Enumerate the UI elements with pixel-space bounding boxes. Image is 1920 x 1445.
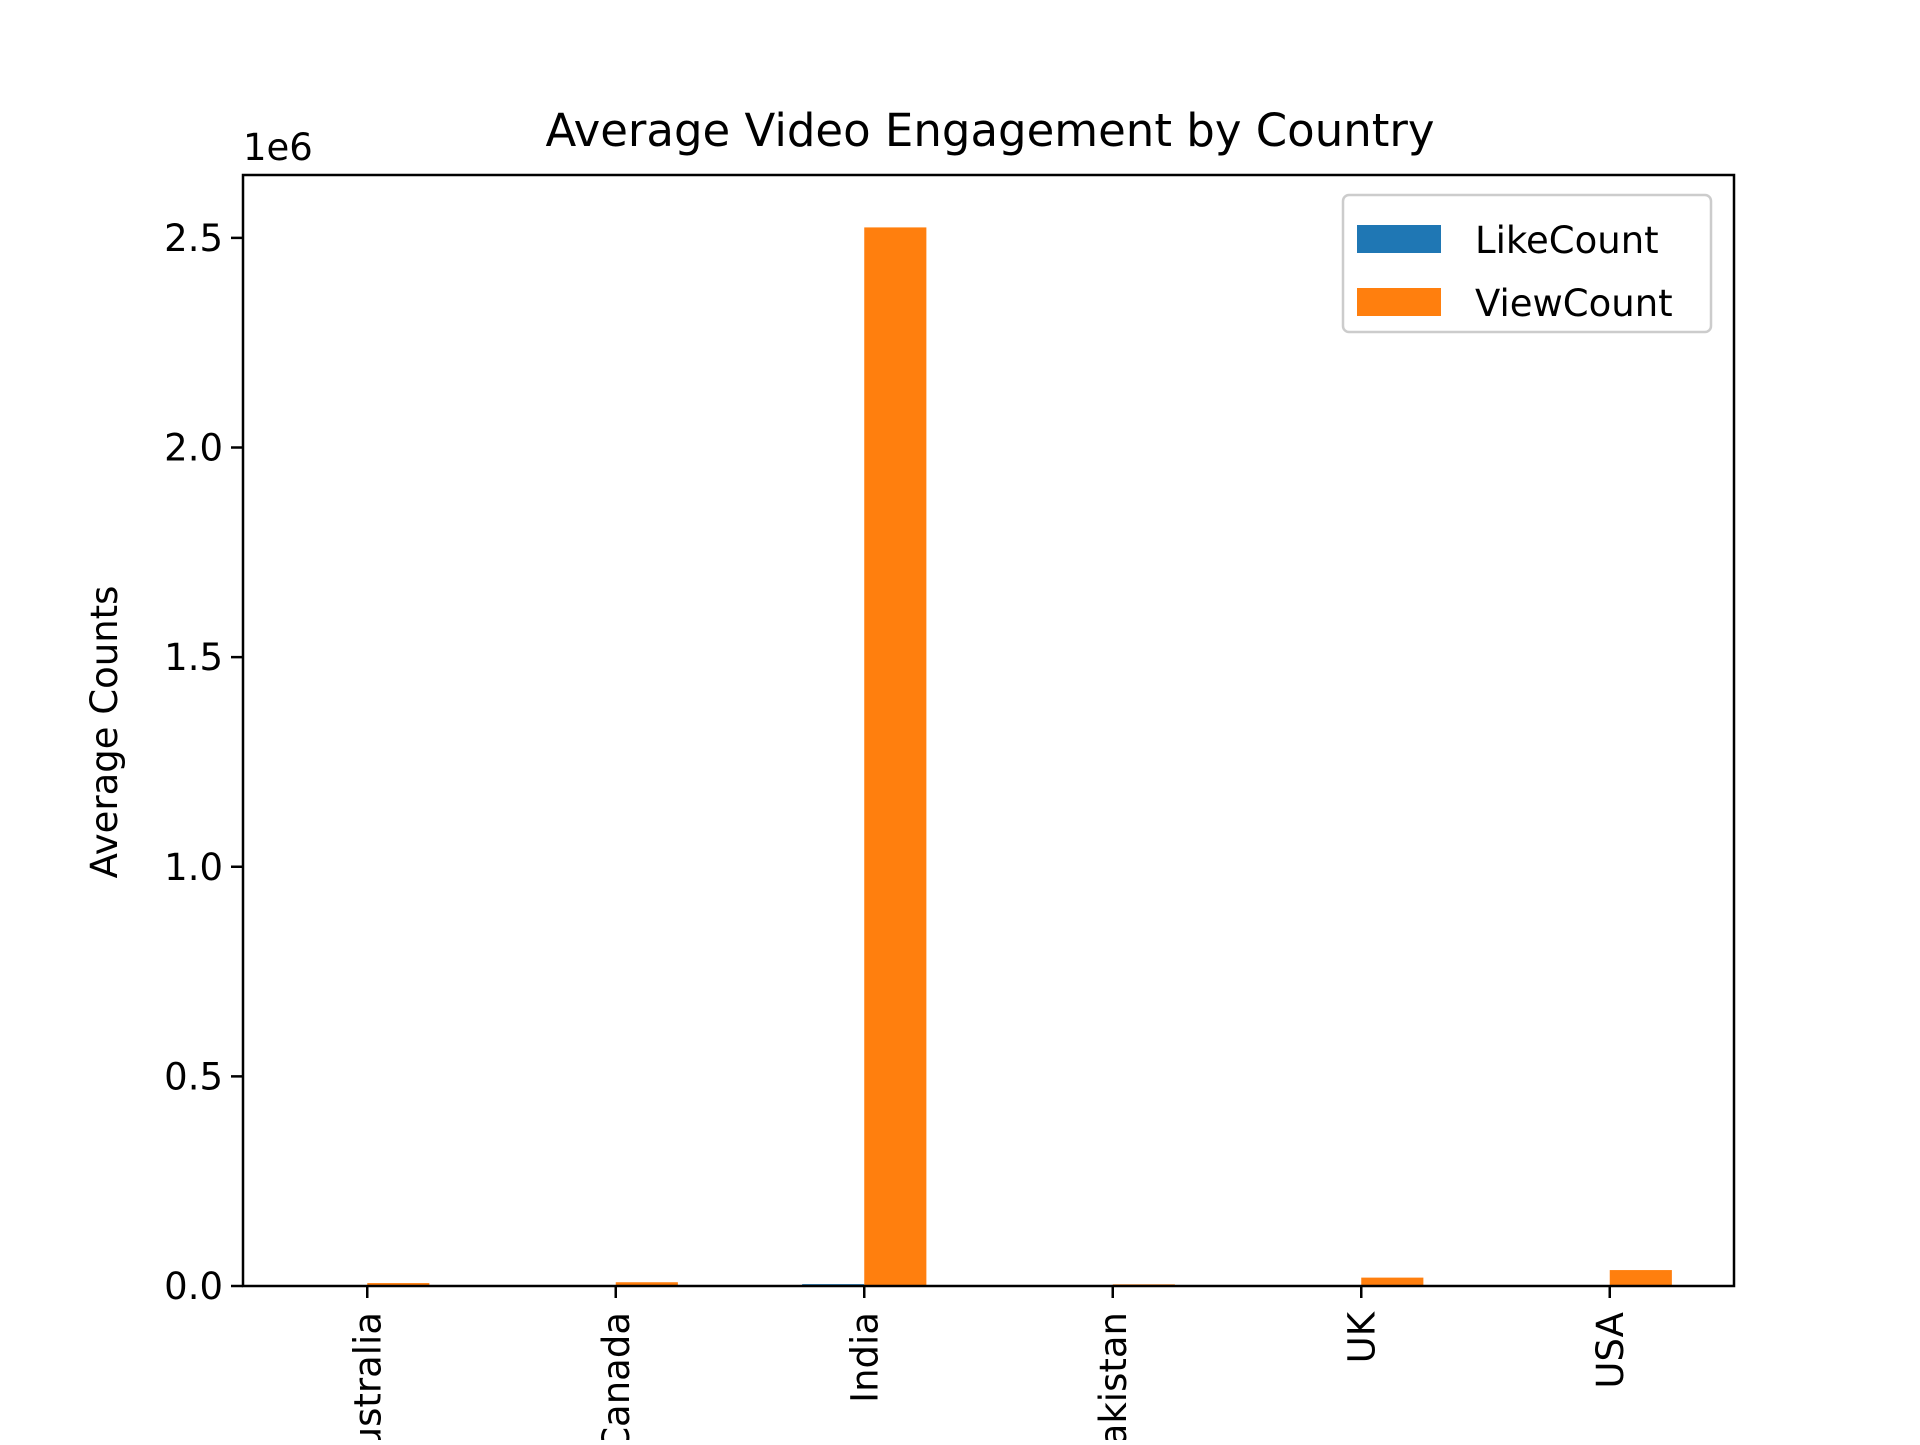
x-tick-label: Pakistan [1092, 1312, 1135, 1440]
y-tick-label: 1.5 [164, 636, 223, 679]
legend-swatch-LikeCount [1357, 225, 1441, 253]
x-tick-label: USA [1589, 1312, 1632, 1389]
x-tick-label: Canada [595, 1312, 638, 1440]
x-tick-label: Australia [346, 1312, 389, 1440]
chart-title: Average Video Engagement by Country [545, 104, 1434, 157]
bars-group [305, 227, 1672, 1286]
legend-swatch-ViewCount [1357, 288, 1441, 316]
y-axis-offset-label: 1e6 [243, 126, 313, 169]
y-tick-label: 0.5 [164, 1055, 223, 1098]
x-tick-label: UK [1340, 1310, 1383, 1363]
plot-area-frame [243, 175, 1734, 1286]
y-axis-label: Average Counts [83, 586, 126, 879]
x-axis-ticks: Australia Canada India Pakistan UK USA [346, 1286, 1632, 1440]
x-tick-label: India [843, 1312, 886, 1403]
y-axis-ticks: 0.0 0.5 1.0 1.5 2.0 2.5 [164, 217, 243, 1308]
bar-ViewCount-UK [1361, 1278, 1423, 1286]
y-tick-label: 2.5 [164, 217, 223, 260]
legend: LikeCount ViewCount [1343, 195, 1711, 332]
y-tick-label: 0.0 [164, 1265, 223, 1308]
bar-ViewCount-USA [1610, 1270, 1672, 1286]
y-tick-label: 2.0 [164, 427, 223, 470]
bar-ViewCount-India [864, 227, 926, 1286]
y-tick-label: 1.0 [164, 846, 223, 889]
legend-label-ViewCount: ViewCount [1475, 282, 1673, 325]
legend-label-LikeCount: LikeCount [1475, 219, 1659, 262]
